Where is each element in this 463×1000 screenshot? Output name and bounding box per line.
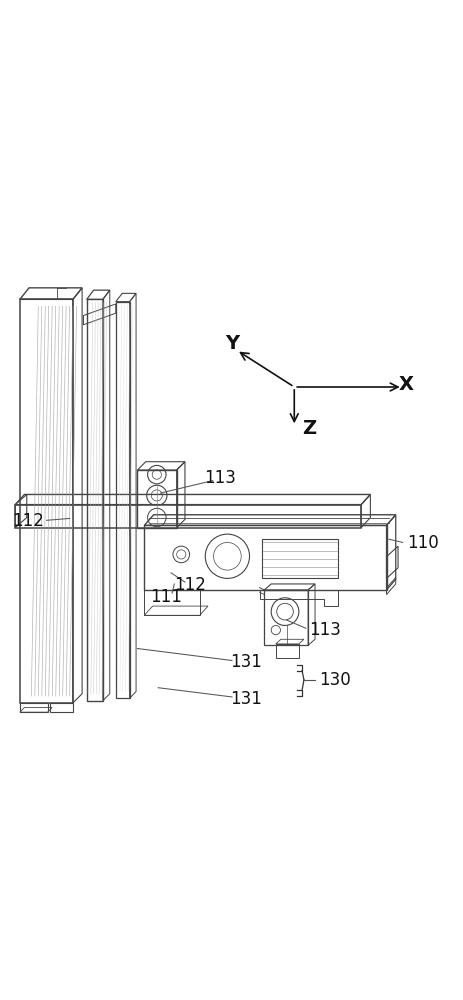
Text: Z: Z	[302, 419, 316, 438]
Text: 113: 113	[309, 621, 341, 639]
Text: X: X	[398, 375, 413, 394]
Text: 112: 112	[12, 512, 44, 530]
Text: 130: 130	[318, 671, 350, 689]
Text: 131: 131	[229, 653, 261, 671]
Text: 110: 110	[407, 534, 438, 552]
Text: 113: 113	[204, 469, 236, 487]
Text: 112: 112	[173, 576, 205, 594]
Text: 131: 131	[229, 690, 261, 708]
Text: Y: Y	[225, 334, 238, 353]
Text: 111: 111	[150, 588, 182, 606]
